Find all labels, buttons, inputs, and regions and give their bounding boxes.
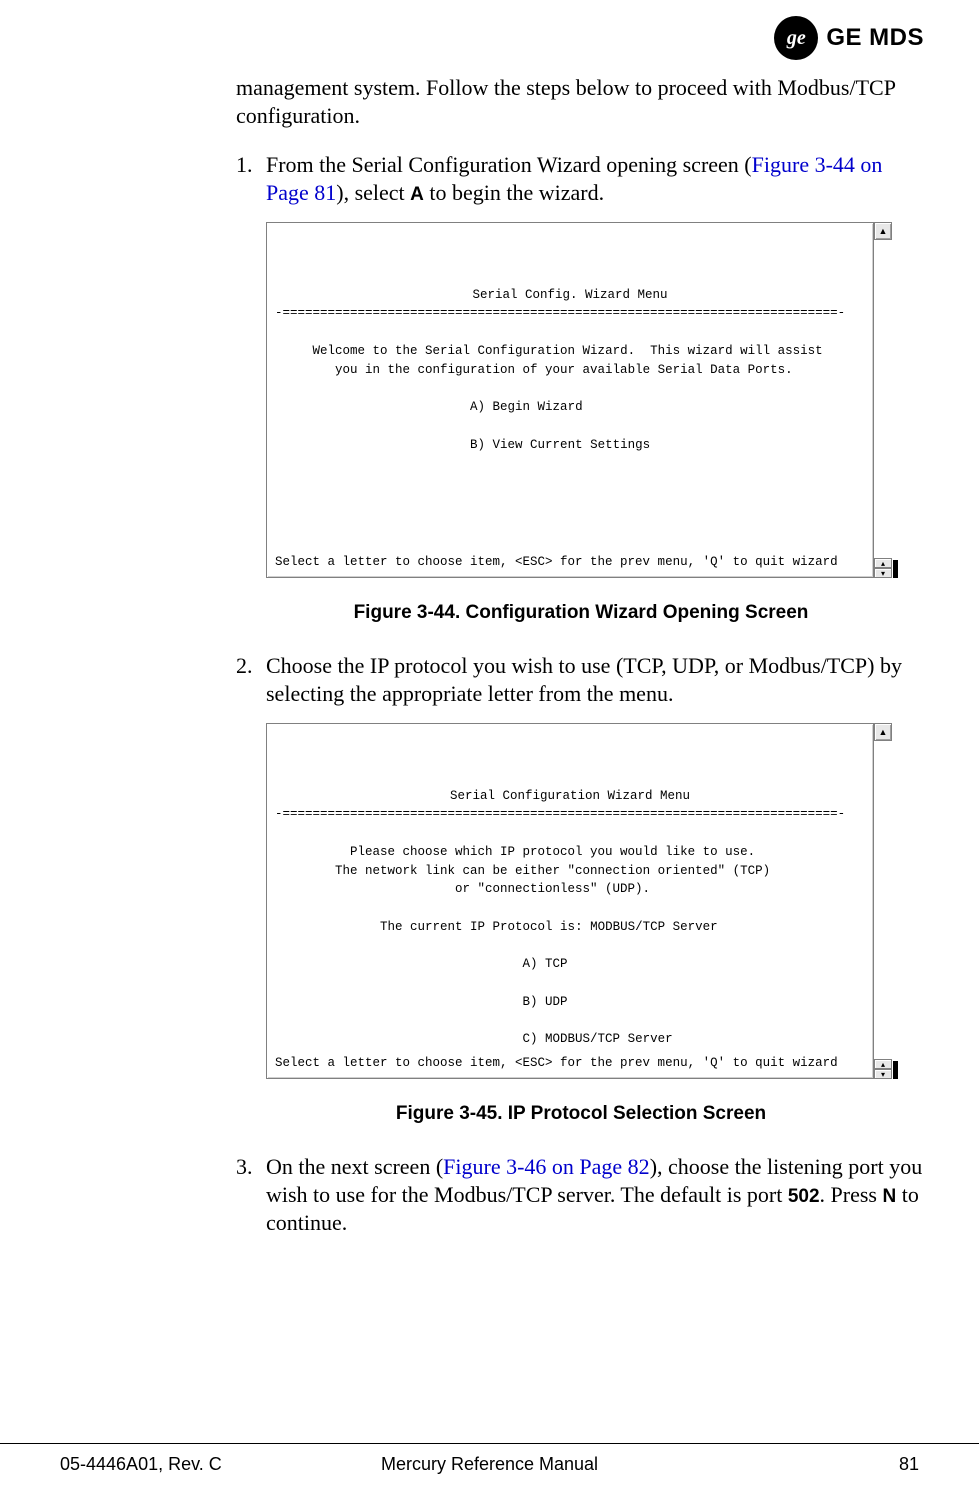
t2-line1: Please choose which IP protocol you woul… [350, 845, 755, 859]
terminal-2: Serial Configuration Wizard Menu-=======… [266, 723, 874, 1079]
step-1-text-pre: From the Serial Configuration Wizard ope… [266, 152, 752, 177]
step-1: 1.From the Serial Configuration Wizard o… [236, 151, 926, 206]
step-1-text-post: to begin the wizard. [424, 180, 604, 205]
header-logo: ge GE MDS [774, 16, 924, 60]
step-3: 3.On the next screen (Figure 3-46 on Pag… [236, 1153, 926, 1236]
t2-opt-a[interactable]: A) TCP [523, 957, 568, 971]
t2-line3: or "connectionless" (UDP). [455, 882, 650, 896]
t1-title: Serial Config. Wizard Menu [275, 286, 865, 305]
main-content: management system. Follow the steps belo… [236, 74, 926, 1252]
step-2-text: Choose the IP protocol you wish to use (… [266, 653, 902, 706]
footer-page-number: 81 [899, 1454, 919, 1475]
scroll-marker [893, 560, 898, 578]
t1-opt-a[interactable]: A) Begin Wizard [470, 400, 583, 414]
t1-footer: Select a letter to choose item, <ESC> fo… [275, 553, 838, 572]
t2-footer: Select a letter to choose item, <ESC> fo… [275, 1054, 838, 1073]
t2-current: The current IP Protocol is: MODBUS/TCP S… [380, 920, 718, 934]
terminal-1: Serial Config. Wizard Menu-=============… [266, 222, 874, 578]
step-2-number: 2. [236, 652, 266, 680]
key-a: A [410, 184, 424, 205]
scroll-small-down-icon[interactable] [874, 1069, 892, 1079]
step-3-number: 3. [236, 1153, 266, 1181]
step-2: 2.Choose the IP protocol you wish to use… [236, 652, 926, 707]
t1-line1: Welcome to the Serial Configuration Wiza… [313, 344, 823, 358]
t2-line2: The network link can be either "connecti… [335, 864, 770, 878]
step-3-text-pre: On the next screen ( [266, 1154, 443, 1179]
t2-opt-b[interactable]: B) UDP [523, 995, 568, 1009]
scroll-up-icon[interactable] [874, 222, 892, 240]
footer-title: Mercury Reference Manual [0, 1454, 979, 1475]
terminal-2-scrollbar[interactable] [874, 723, 892, 1079]
key-n: N [882, 1186, 896, 1207]
t2-opt-c[interactable]: C) MODBUS/TCP Server [523, 1032, 673, 1046]
scroll-small-up-icon[interactable] [874, 558, 892, 568]
ge-monogram: ge [774, 16, 818, 60]
figure-3-46-link[interactable]: Figure 3-46 on Page 82 [443, 1154, 650, 1179]
step-1-number: 1. [236, 151, 266, 179]
scroll-small-up-icon[interactable] [874, 1059, 892, 1069]
terminal-2-inner: Serial Configuration Wizard Menu-=======… [267, 762, 873, 1074]
figure-3-44-caption: Figure 3-44. Configuration Wizard Openin… [236, 602, 926, 624]
step-3-text-mid2: . Press [820, 1182, 883, 1207]
t1-line2: you in the configuration of your availab… [335, 363, 793, 377]
scroll-small-down-icon[interactable] [874, 568, 892, 578]
t1-rule: -=======================================… [275, 306, 845, 320]
key-502: 502 [788, 1186, 820, 1207]
scroll-marker [893, 1061, 898, 1079]
terminal-2-container: Serial Configuration Wizard Menu-=======… [266, 723, 874, 1079]
t1-opt-b[interactable]: B) View Current Settings [470, 438, 650, 452]
page-footer: 05-4446A01, Rev. C Mercury Reference Man… [0, 1443, 979, 1483]
scroll-up-icon[interactable] [874, 723, 892, 741]
scroll-pair[interactable] [874, 558, 892, 578]
ge-mds-text: GE MDS [826, 24, 924, 52]
terminal-1-inner: Serial Config. Wizard Menu-=============… [267, 261, 873, 479]
t2-title: Serial Configuration Wizard Menu [275, 787, 865, 806]
t2-rule: -=======================================… [275, 807, 845, 821]
terminal-1-scrollbar[interactable] [874, 222, 892, 578]
scroll-pair[interactable] [874, 1059, 892, 1079]
intro-paragraph: management system. Follow the steps belo… [236, 74, 926, 129]
terminal-1-container: Serial Config. Wizard Menu-=============… [266, 222, 874, 578]
step-1-text-mid: ), select [336, 180, 410, 205]
